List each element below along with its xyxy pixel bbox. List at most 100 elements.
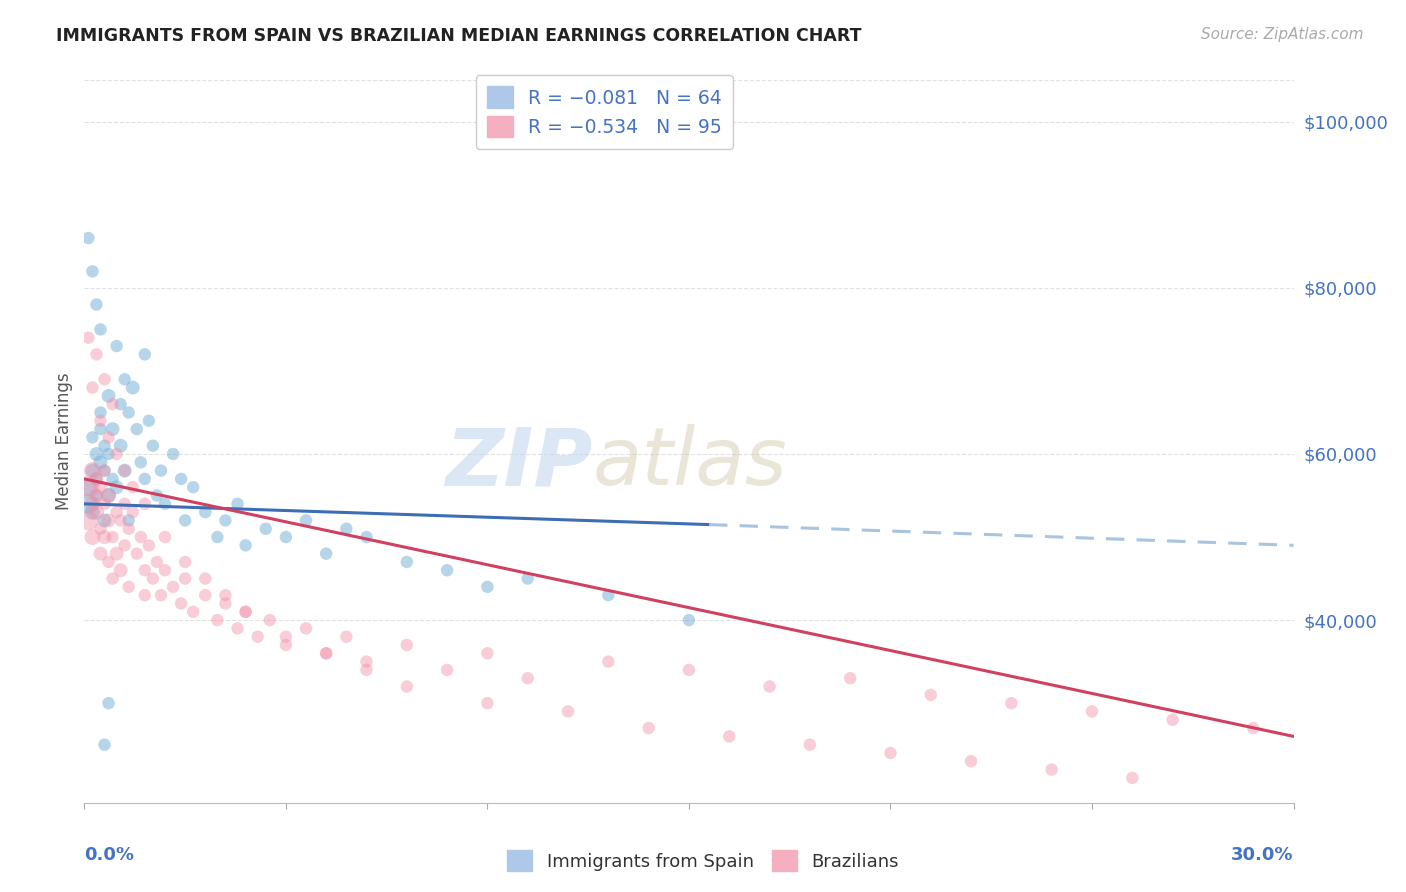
- Point: [1121, 771, 1143, 785]
- Point: [89, 547, 111, 561]
- Point: [235, 605, 257, 619]
- Text: IMMIGRANTS FROM SPAIN VS BRAZILIAN MEDIAN EARNINGS CORRELATION CHART: IMMIGRANTS FROM SPAIN VS BRAZILIAN MEDIA…: [56, 27, 862, 45]
- Point: [181, 480, 204, 494]
- Point: [97, 555, 120, 569]
- Point: [97, 696, 120, 710]
- Point: [149, 588, 172, 602]
- Point: [598, 655, 620, 669]
- Point: [93, 439, 115, 453]
- Point: [89, 455, 111, 469]
- Point: [335, 522, 357, 536]
- Point: [477, 696, 499, 710]
- Point: [1040, 763, 1063, 777]
- Point: [153, 563, 176, 577]
- Point: [194, 572, 217, 586]
- Point: [598, 588, 620, 602]
- Point: [105, 547, 128, 561]
- Point: [77, 480, 100, 494]
- Point: [335, 630, 357, 644]
- Point: [82, 530, 104, 544]
- Point: [93, 530, 115, 544]
- Point: [1081, 705, 1104, 719]
- Point: [477, 646, 499, 660]
- Point: [129, 455, 152, 469]
- Text: Source: ZipAtlas.com: Source: ZipAtlas.com: [1201, 27, 1364, 42]
- Point: [121, 505, 143, 519]
- Point: [110, 439, 132, 453]
- Point: [101, 422, 124, 436]
- Point: [93, 464, 115, 478]
- Point: [97, 430, 120, 444]
- Point: [516, 671, 538, 685]
- Point: [214, 513, 236, 527]
- Point: [105, 505, 128, 519]
- Point: [214, 588, 236, 602]
- Point: [246, 630, 269, 644]
- Point: [82, 497, 104, 511]
- Legend: Immigrants from Spain, Brazilians: Immigrants from Spain, Brazilians: [499, 843, 907, 879]
- Point: [89, 422, 111, 436]
- Text: ZIP: ZIP: [444, 425, 592, 502]
- Point: [879, 746, 901, 760]
- Point: [395, 555, 418, 569]
- Point: [93, 372, 115, 386]
- Point: [315, 547, 337, 561]
- Point: [89, 405, 111, 419]
- Point: [274, 630, 297, 644]
- Point: [235, 538, 257, 552]
- Point: [799, 738, 821, 752]
- Point: [356, 663, 378, 677]
- Point: [920, 688, 942, 702]
- Point: [89, 322, 111, 336]
- Point: [101, 530, 124, 544]
- Legend: R = −0.081   N = 64, R = −0.534   N = 95: R = −0.081 N = 64, R = −0.534 N = 95: [475, 75, 733, 148]
- Point: [86, 505, 108, 519]
- Point: [110, 563, 132, 577]
- Point: [637, 721, 659, 735]
- Point: [170, 597, 193, 611]
- Point: [97, 513, 120, 527]
- Point: [181, 605, 204, 619]
- Text: 30.0%: 30.0%: [1232, 847, 1294, 864]
- Point: [89, 414, 111, 428]
- Point: [274, 638, 297, 652]
- Point: [82, 464, 104, 478]
- Point: [146, 489, 169, 503]
- Point: [477, 580, 499, 594]
- Point: [153, 530, 176, 544]
- Point: [86, 447, 108, 461]
- Point: [97, 489, 120, 503]
- Point: [129, 530, 152, 544]
- Point: [114, 497, 136, 511]
- Point: [678, 613, 700, 627]
- Point: [93, 513, 115, 527]
- Y-axis label: Median Earnings: Median Earnings: [55, 373, 73, 510]
- Point: [174, 572, 197, 586]
- Point: [118, 405, 141, 419]
- Point: [82, 464, 104, 478]
- Point: [86, 489, 108, 503]
- Point: [114, 372, 136, 386]
- Point: [86, 472, 108, 486]
- Point: [254, 522, 277, 536]
- Point: [678, 663, 700, 677]
- Point: [162, 447, 184, 461]
- Point: [134, 347, 156, 361]
- Text: atlas: atlas: [592, 425, 787, 502]
- Point: [436, 663, 458, 677]
- Point: [110, 513, 132, 527]
- Point: [77, 231, 100, 245]
- Point: [86, 297, 108, 311]
- Point: [315, 646, 337, 660]
- Point: [82, 380, 104, 394]
- Point: [1000, 696, 1022, 710]
- Point: [274, 530, 297, 544]
- Text: 0.0%: 0.0%: [84, 847, 135, 864]
- Point: [101, 572, 124, 586]
- Point: [138, 414, 160, 428]
- Point: [97, 389, 120, 403]
- Point: [226, 621, 249, 635]
- Point: [101, 472, 124, 486]
- Point: [125, 422, 148, 436]
- Point: [149, 464, 172, 478]
